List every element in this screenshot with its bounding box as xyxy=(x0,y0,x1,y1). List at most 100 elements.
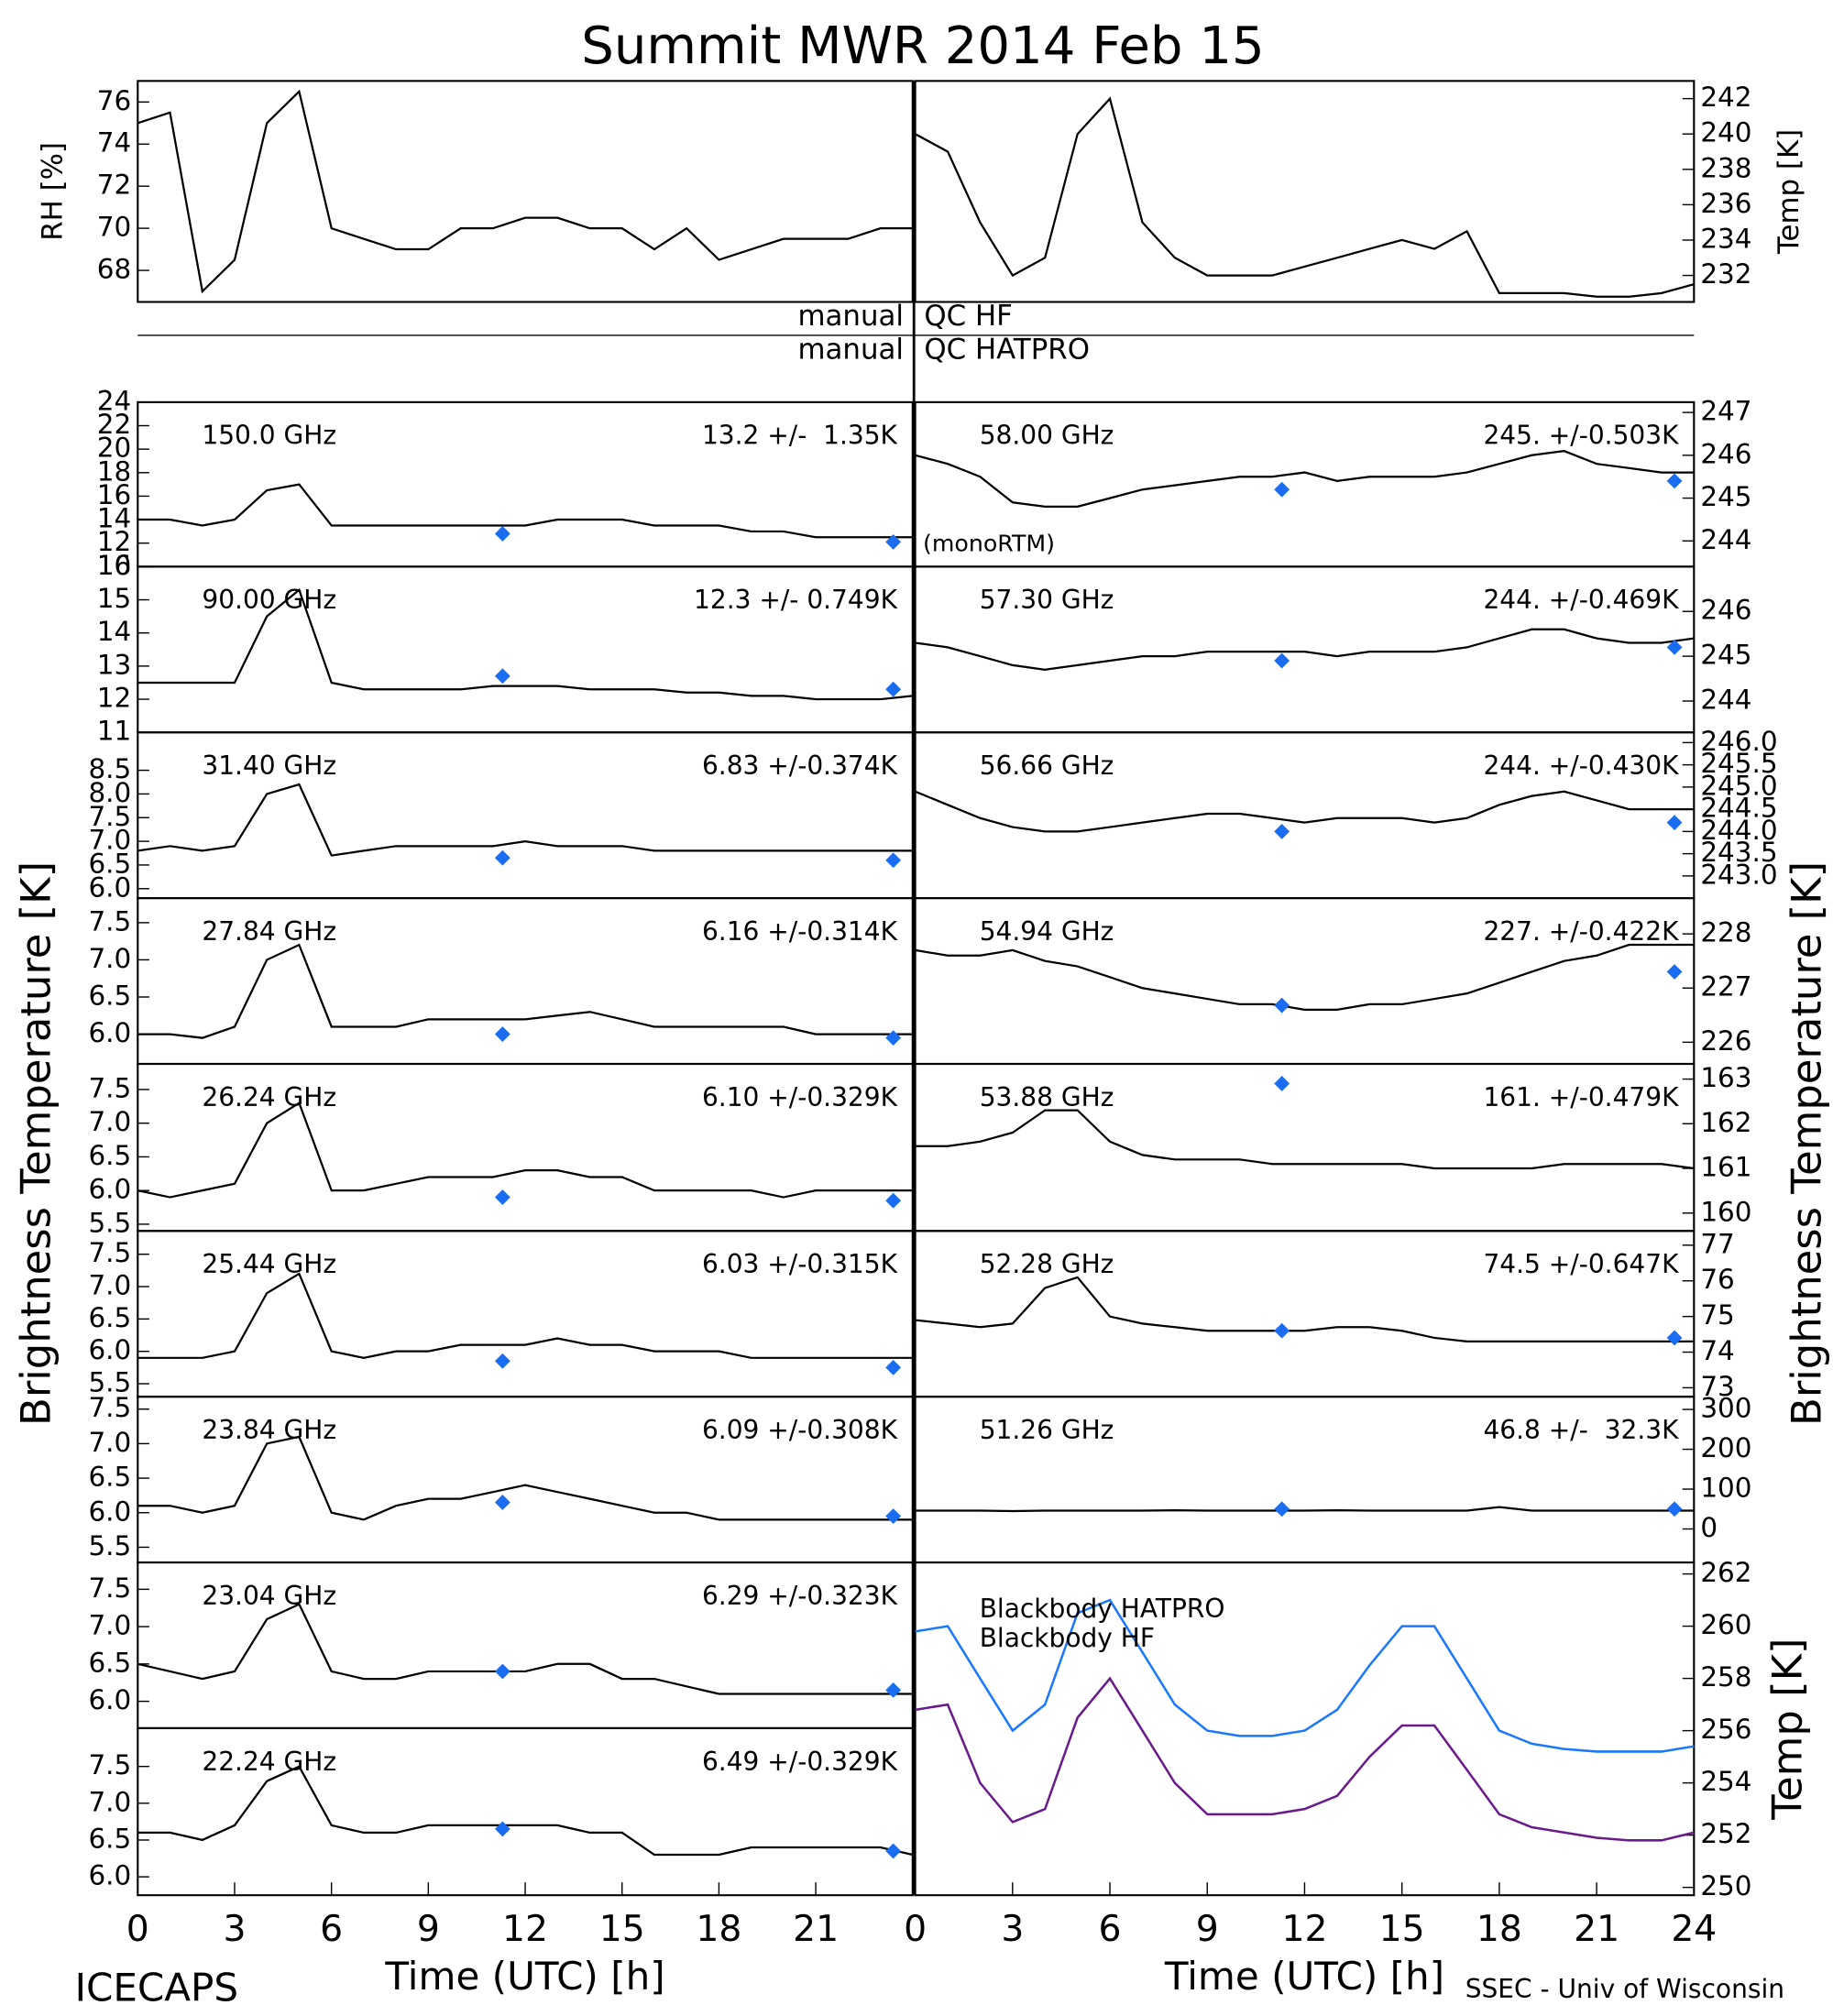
y-tick-label: 6.5 xyxy=(88,1302,131,1333)
footer-right: SSEC - Univ of Wisconsin xyxy=(1465,1974,1784,2004)
qc-label: QC HATPRO xyxy=(924,333,1090,366)
channel-label: 57.30 GHz xyxy=(980,585,1114,615)
y-tick-label: 7.0 xyxy=(88,943,131,974)
y-axis-label: Brightness Temperature [K] xyxy=(1783,861,1831,1426)
y-tick-label: 20 xyxy=(97,433,131,464)
y-tick-label: 6.0 xyxy=(88,1684,131,1715)
y-axis-label: Brightness Temperature [K] xyxy=(11,861,60,1426)
y-tick-label: 232 xyxy=(1700,258,1751,290)
y-tick-label: 7.0 xyxy=(88,1106,131,1137)
y-tick-label: 6.5 xyxy=(88,1647,131,1678)
y-axis-label: RH [%] xyxy=(37,142,70,241)
y-tick-label: 7.5 xyxy=(88,1237,131,1268)
y-tick-label: 6.5 xyxy=(88,1462,131,1493)
y-tick-label: 163 xyxy=(1700,1062,1751,1093)
x-axis-label: Time (UTC) [h] xyxy=(384,1954,664,1999)
model-marker xyxy=(885,681,902,697)
y-tick-label: 242 xyxy=(1700,82,1751,113)
stats-label: 13.2 +/- 1.35K xyxy=(702,421,898,451)
channel-label: 22.24 GHz xyxy=(202,1747,336,1777)
trace xyxy=(137,483,913,539)
y-tick-label: 7.5 xyxy=(88,1749,131,1780)
model-marker xyxy=(885,1508,902,1524)
y-tick-label: 247 xyxy=(1700,396,1751,427)
x-tick-label: 0 xyxy=(904,1909,927,1950)
y-tick-label: 245.5 xyxy=(1700,748,1777,779)
y-tick-label: 6.5 xyxy=(88,1823,131,1854)
y-tick-label: 7.5 xyxy=(88,801,131,832)
y-tick-label: 6.5 xyxy=(88,980,131,1011)
trace xyxy=(915,1676,1695,1842)
y-tick-label: 6.0 xyxy=(88,1017,131,1048)
trace xyxy=(137,1765,914,1857)
channel-label: 26.24 GHz xyxy=(202,1082,336,1112)
y-tick-label: 260 xyxy=(1700,1609,1751,1640)
y-tick-label: 6.0 xyxy=(88,1174,131,1205)
trace xyxy=(137,783,913,857)
y-tick-label: 70 xyxy=(97,212,131,243)
y-tick-label: 76 xyxy=(97,85,131,116)
stats-label: 12.3 +/- 0.749K xyxy=(694,585,898,615)
trace xyxy=(915,450,1695,508)
trace xyxy=(915,790,1695,833)
stats-label: 244. +/-0.469K xyxy=(1483,585,1679,615)
stats-label: 245. +/-0.503K xyxy=(1483,421,1679,451)
y-tick-label: 6.0 xyxy=(88,871,131,903)
y-tick-label: 100 xyxy=(1700,1473,1751,1504)
y-tick-label: 240 xyxy=(1700,117,1751,148)
stats-label: 6.16 +/-0.314K xyxy=(702,916,898,947)
y-tick-label: 72 xyxy=(97,170,131,201)
x-tick-label: 21 xyxy=(1574,1909,1619,1950)
y-tick-label: 16 xyxy=(97,550,131,581)
stats-label: 6.83 +/-0.374K xyxy=(702,751,898,781)
channel-label: 58.00 GHz xyxy=(980,421,1114,451)
y-tick-label: 11 xyxy=(97,716,131,747)
y-tick-label: 245 xyxy=(1700,640,1751,671)
qc-label: QC HF xyxy=(924,300,1013,333)
model-marker xyxy=(885,534,902,550)
y-tick-label: 14 xyxy=(97,503,131,534)
channel-label: 52.28 GHz xyxy=(980,1249,1114,1279)
y-tick-label: 6.0 xyxy=(88,1496,131,1527)
model-marker xyxy=(1274,997,1290,1013)
stats-label: 227. +/-0.422K xyxy=(1483,916,1679,947)
panel-frame xyxy=(914,80,1696,303)
y-tick-label: 76 xyxy=(1700,1264,1734,1295)
model-marker xyxy=(885,1682,902,1698)
stats-label: 244. +/-0.430K xyxy=(1483,751,1679,781)
y-tick-label: 162 xyxy=(1700,1107,1751,1138)
y-tick-label: 12 xyxy=(97,683,131,714)
x-tick-label: 18 xyxy=(1476,1909,1522,1950)
y-tick-label: 244.5 xyxy=(1700,793,1777,824)
y-tick-label: 7.5 xyxy=(88,1072,131,1103)
model-marker xyxy=(494,849,510,866)
trace xyxy=(915,1109,1695,1170)
y-tick-label: 243.0 xyxy=(1700,859,1777,890)
model-marker xyxy=(494,1663,510,1680)
y-tick-label: 7.0 xyxy=(88,1610,131,1641)
y-axis-label: Temp [K] xyxy=(1762,1638,1811,1820)
x-tick-label: 6 xyxy=(1099,1909,1122,1950)
y-tick-label: 258 xyxy=(1700,1661,1751,1693)
x-tick-label: 12 xyxy=(502,1909,548,1950)
stats-label: 6.03 +/-0.315K xyxy=(702,1249,898,1279)
y-tick-label: 74 xyxy=(1700,1335,1734,1366)
y-tick-label: 243.5 xyxy=(1700,837,1777,868)
stats-label: 161. +/-0.479K xyxy=(1483,1082,1679,1112)
y-tick-label: 5.5 xyxy=(88,1530,131,1561)
channel-label: 90.00 GHz xyxy=(202,585,336,615)
y-tick-label: 6.5 xyxy=(88,848,131,879)
x-tick-label: 24 xyxy=(1671,1909,1717,1950)
y-tick-label: 161 xyxy=(1700,1152,1751,1183)
y-tick-label: 68 xyxy=(97,254,131,285)
channel-label: 31.40 GHz xyxy=(202,751,336,781)
y-tick-label: 16 xyxy=(97,479,131,510)
model-marker xyxy=(885,1843,902,1859)
y-tick-label: 250 xyxy=(1700,1870,1751,1901)
y-tick-label: 75 xyxy=(1700,1299,1734,1331)
trace xyxy=(915,628,1695,671)
y-tick-label: 8.0 xyxy=(88,777,131,808)
y-tick-label: 236 xyxy=(1700,188,1751,219)
x-tick-label: 18 xyxy=(696,1909,741,1950)
